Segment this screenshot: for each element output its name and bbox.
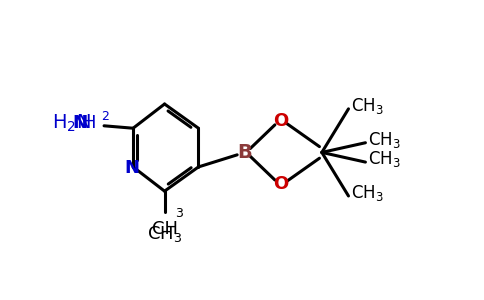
Text: $\mathregular{H_2N}$: $\mathregular{H_2N}$: [52, 112, 91, 134]
Text: $\mathregular{CH_3}$: $\mathregular{CH_3}$: [351, 96, 384, 116]
Text: 3: 3: [175, 207, 183, 220]
Text: 2: 2: [101, 110, 108, 123]
Text: $\mathregular{CH_3}$: $\mathregular{CH_3}$: [147, 224, 182, 244]
Text: N: N: [125, 159, 139, 177]
Text: H: H: [82, 114, 96, 132]
Text: $\mathregular{CH_3}$: $\mathregular{CH_3}$: [368, 130, 401, 150]
Text: $\mathregular{CH_3}$: $\mathregular{CH_3}$: [351, 183, 384, 203]
Text: O: O: [273, 175, 288, 193]
Text: CH: CH: [151, 220, 178, 238]
Text: O: O: [273, 112, 288, 130]
Text: N: N: [73, 114, 88, 132]
Text: B: B: [237, 143, 252, 162]
Text: $\mathregular{CH_3}$: $\mathregular{CH_3}$: [368, 149, 401, 169]
